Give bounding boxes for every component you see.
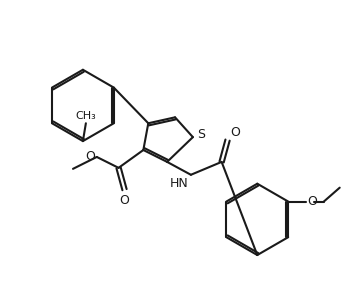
Text: CH₃: CH₃: [75, 111, 96, 121]
Text: HN: HN: [170, 177, 189, 190]
Text: O: O: [85, 151, 95, 163]
Text: O: O: [231, 126, 240, 139]
Text: O: O: [307, 195, 317, 208]
Text: O: O: [119, 194, 130, 207]
Text: S: S: [197, 128, 205, 141]
